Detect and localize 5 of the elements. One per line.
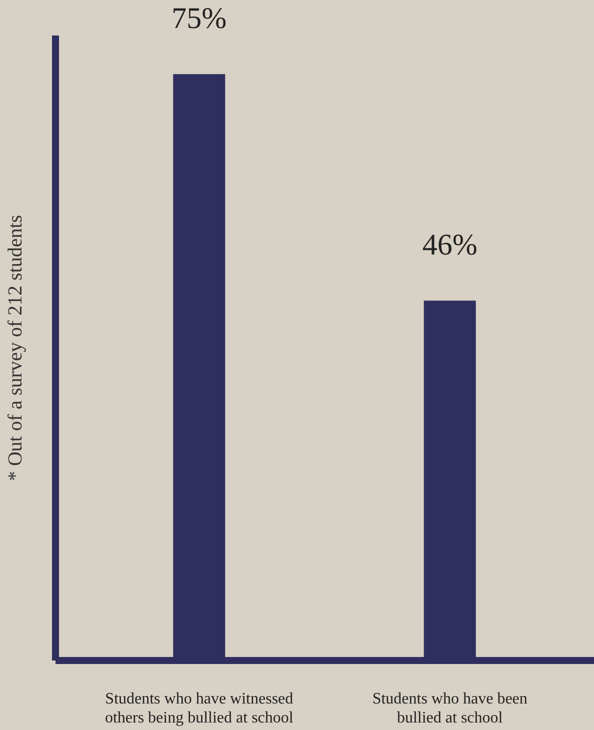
- y-axis-title: * Out of a survey of 212 students: [4, 214, 26, 482]
- x-tick-label: Students who have witnessed others being bullied at school: [104, 690, 294, 726]
- data-label: 75%: [172, 2, 227, 36]
- data-label: 46%: [422, 228, 478, 262]
- x-tick-label: Students who have been bullied at school: [372, 690, 528, 726]
